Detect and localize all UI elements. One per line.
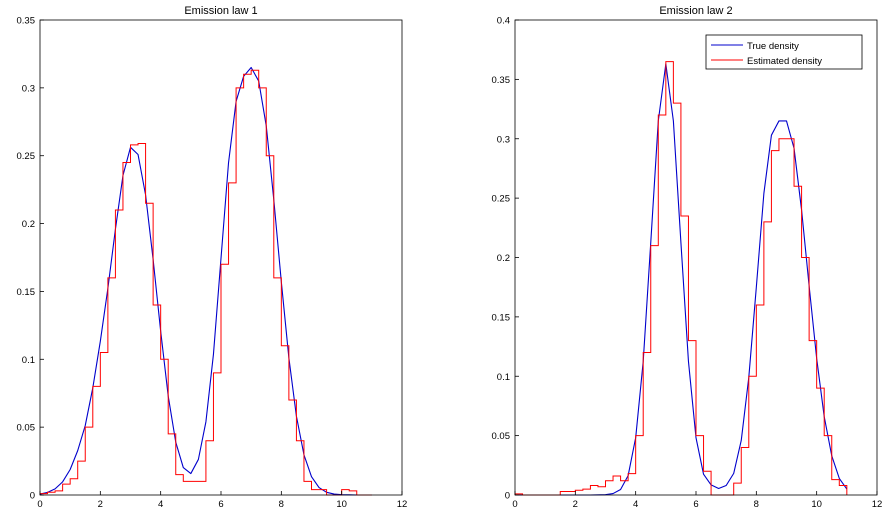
y-tick-label: 0.05 [17,423,36,434]
chart-2-x-ticks: 0 2 4 6 8 10 12 [512,491,882,510]
chart-emission-law-2: 0 2 4 6 8 10 12 00.050.10.150.20.250.30.350.4 … [492,5,883,510]
y-tick-label: 0.3 [497,134,510,145]
y-tick-label: 0.25 [492,194,511,205]
y-tick-label: 0.1 [22,355,35,366]
chart-2-marks [514,61,848,496]
x-tick-label: 6 [218,499,223,510]
legend-box [705,34,863,70]
y-tick-label: 0.4 [497,16,510,27]
x-tick-label: 2 [98,499,103,510]
chart-2-y-ticks: 0 0.05 0.1 0.15 0.2 0.25 0.3 0.35 0.4 [492,16,519,502]
estimated-density-histogram [39,69,372,496]
y-tick-label: 0.05 [492,431,511,442]
chart-title-1: Emission law 1 [184,5,257,17]
legend-label-estimated-density: Estimated density [747,56,822,67]
y-tick-label: 0.15 [492,312,511,323]
chart-1-x-ticks: 0 2 4 6 8 10 12 [37,491,407,510]
x-tick-label: 8 [279,499,284,510]
chart-1-marks [39,66,372,496]
x-tick-label: 4 [158,499,163,510]
y-tick-label: 0 [505,491,510,502]
y-tick-label: 0.35 [492,75,511,86]
estimated-density-histogram [514,61,848,496]
x-tick-label: 10 [336,499,347,510]
chart-title-2: Emission law 2 [659,5,732,17]
x-tick-label: 0 [37,499,42,510]
true-density-curve [39,66,372,496]
y-tick-label: 0.2 [22,219,35,230]
y-tick-label: 0.35 [17,16,36,27]
y-tick-label: 0 [30,491,35,502]
chart-emission-law-1: 0 2 4 6 8 10 12 0 0.05 0.1 0.15 0.2 0.25 0.3 0.35 Emi… [17,5,408,510]
x-tick-label: 12 [397,499,408,510]
y-tick-label: 0.3 [22,83,35,94]
x-tick-label: 0 [512,499,517,510]
y-tick-label: 0.2 [497,253,510,264]
x-tick-label: 8 [754,499,759,510]
x-tick-label: 10 [811,499,822,510]
x-tick-label: 12 [872,499,883,510]
y-tick-label: 0.15 [17,287,36,298]
x-tick-label: 2 [573,499,578,510]
y-tick-label: 0.1 [497,372,510,383]
legend-label-true-density: True density [747,41,799,52]
y-tick-label: 0.25 [17,151,36,162]
true-density-curve [515,63,848,496]
x-tick-label: 4 [633,499,638,510]
chart-1-y-ticks: 0 0.05 0.1 0.15 0.2 0.25 0.3 0.35 [17,16,44,502]
legend: True density Estimated density [705,34,863,70]
x-tick-label: 6 [693,499,698,510]
